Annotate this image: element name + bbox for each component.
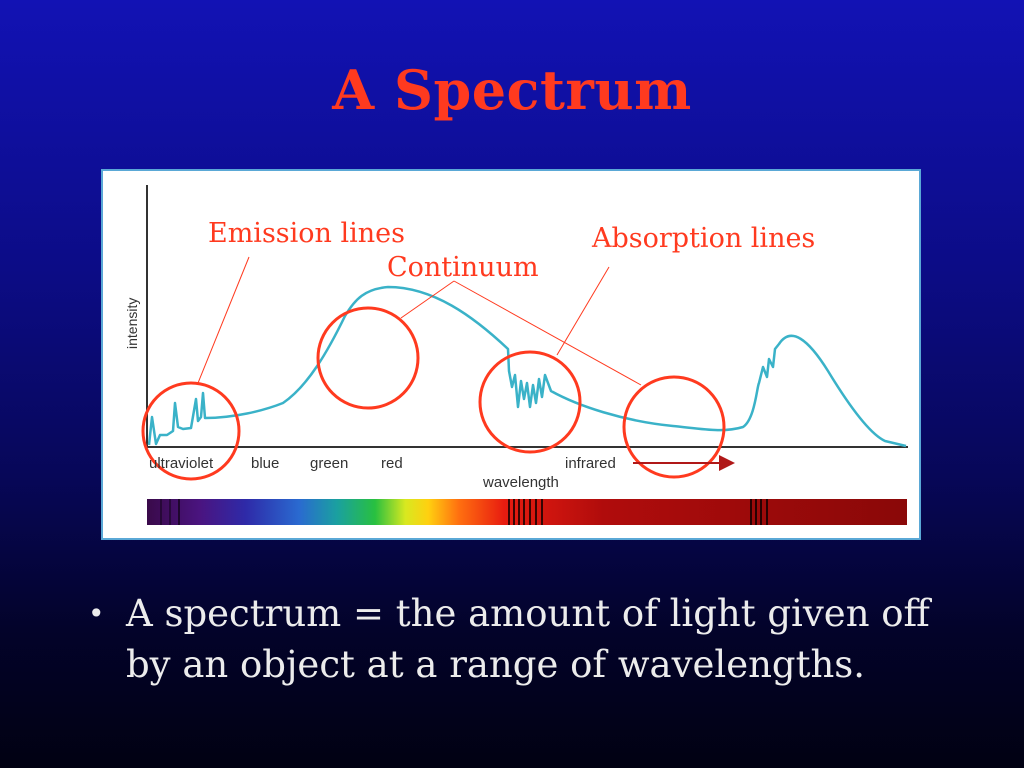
absorption-leader — [556, 266, 610, 356]
region-ultraviolet: ultraviolet — [149, 455, 214, 472]
region-green: green — [310, 455, 348, 472]
emission-circle — [141, 381, 241, 481]
continuum-label: Continuum — [387, 252, 539, 283]
emission-lines-label: Emission lines — [208, 218, 405, 249]
ylabel-intensity: intensity — [124, 298, 140, 349]
region-blue: blue — [251, 455, 279, 472]
infrared-continuum-circle — [622, 375, 726, 479]
continuum-leader-1 — [400, 280, 455, 319]
spectrum-strip — [147, 499, 907, 525]
slide-title: A Spectrum — [332, 58, 692, 122]
absorption-circle — [478, 350, 582, 454]
continuum-circle — [316, 306, 420, 410]
bullet-point: • A spectrum = the amount of light given… — [88, 588, 968, 690]
bullet-text: A spectrum = the amount of light given o… — [126, 592, 930, 686]
emission-leader — [197, 256, 250, 384]
continuum-leader-2 — [453, 280, 642, 386]
spectrum-figure: intensity Emission lines Continuum Absor… — [101, 169, 921, 540]
region-red: red — [381, 455, 403, 472]
absorption-lines-label: Absorption lines — [591, 223, 815, 254]
spectrum-curve — [147, 285, 907, 448]
bullet-marker: • — [88, 597, 105, 630]
spectrum-diagram: intensity Emission lines Continuum Absor… — [124, 185, 908, 525]
spectrum-strip-lines — [160, 499, 768, 525]
xlabel-wavelength: wavelength — [482, 474, 559, 491]
region-infrared: infrared — [565, 455, 616, 472]
